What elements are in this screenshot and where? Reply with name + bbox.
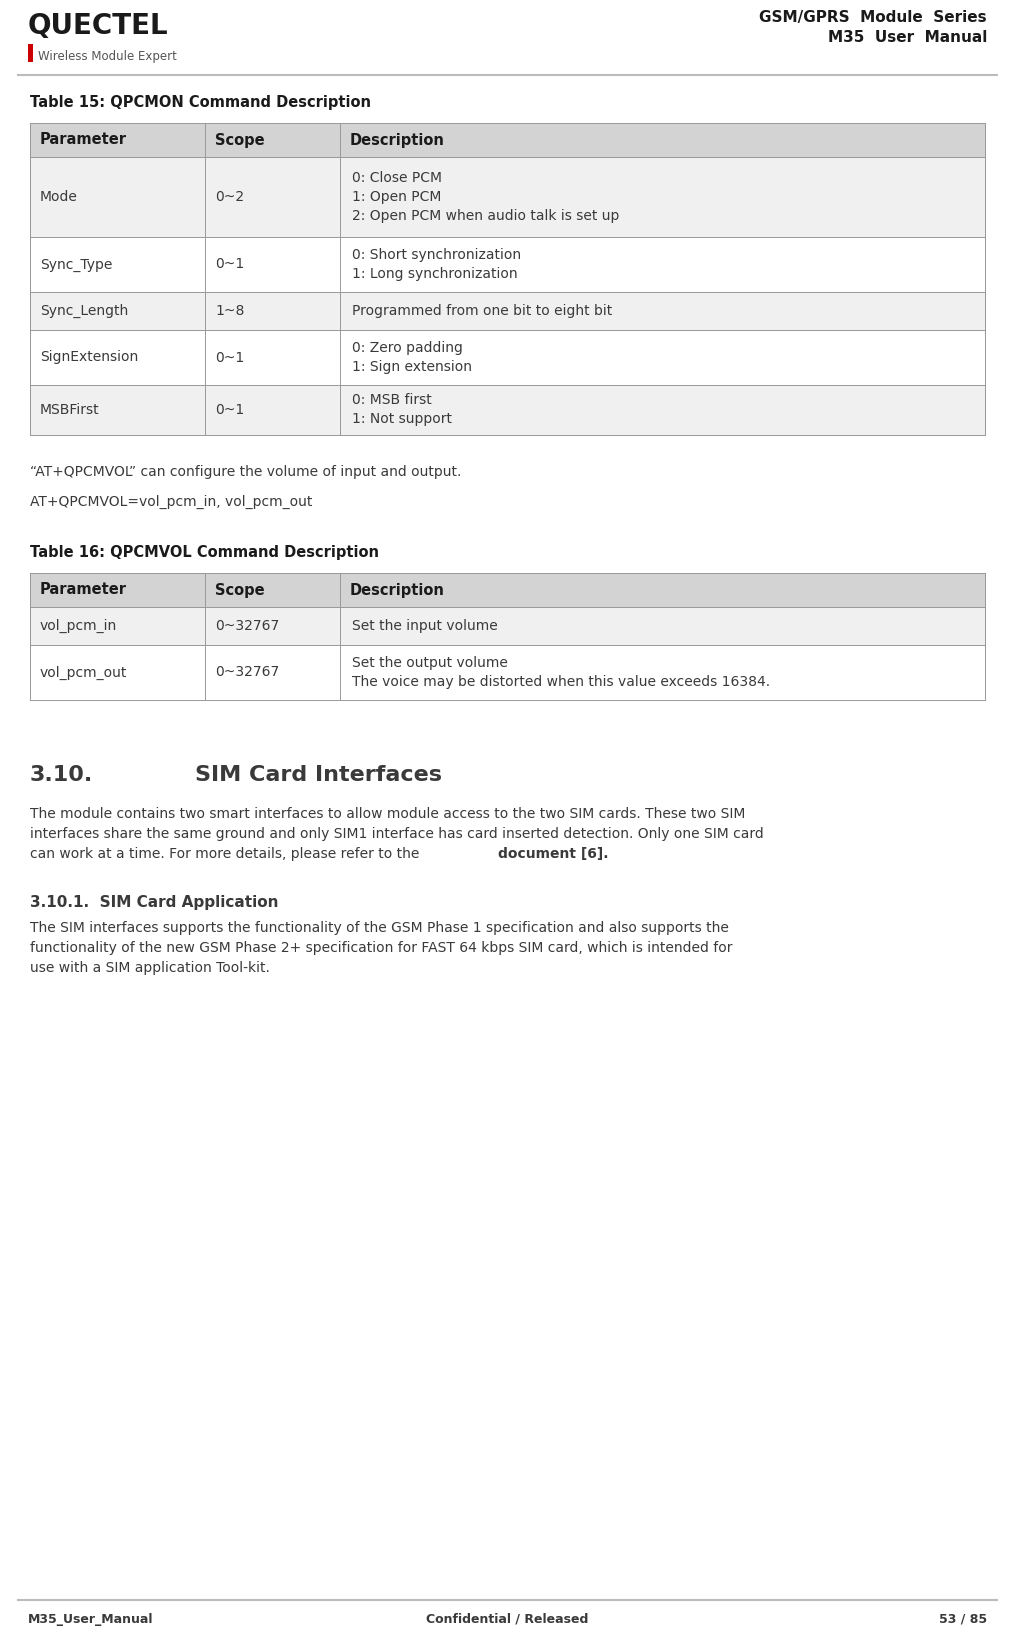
Text: The voice may be distorted when this value exceeds 16384.: The voice may be distorted when this val… (352, 675, 770, 690)
Text: The module contains two smart interfaces to allow module access to the two SIM c: The module contains two smart interfaces… (30, 808, 745, 821)
Text: M35_User_Manual: M35_User_Manual (28, 1613, 153, 1627)
Text: SIM Card Interfaces: SIM Card Interfaces (195, 765, 442, 785)
Text: GSM/GPRS  Module  Series: GSM/GPRS Module Series (759, 10, 987, 25)
Text: Description: Description (350, 133, 445, 147)
Text: 1: Sign extension: 1: Sign extension (352, 360, 472, 373)
Text: 3.10.1.  SIM Card Application: 3.10.1. SIM Card Application (30, 894, 278, 911)
Text: 0: MSB first: 0: MSB first (352, 393, 431, 408)
Text: 2: Open PCM when audio talk is set up: 2: Open PCM when audio talk is set up (352, 210, 619, 223)
Text: 3.10.: 3.10. (30, 765, 93, 785)
Text: Table 16: QPCMVOL Command Description: Table 16: QPCMVOL Command Description (30, 545, 379, 560)
Bar (30, 608, 985, 645)
Text: document [6].: document [6]. (498, 847, 609, 862)
Text: 0~2: 0~2 (215, 190, 245, 205)
Text: Confidential / Released: Confidential / Released (426, 1613, 588, 1627)
Text: QUECTEL: QUECTEL (28, 11, 168, 39)
Text: vol_pcm_out: vol_pcm_out (40, 665, 127, 680)
Text: Parameter: Parameter (40, 583, 127, 598)
Text: Scope: Scope (215, 133, 265, 147)
Text: can work at a time. For more details, please refer to the: can work at a time. For more details, pl… (30, 847, 423, 862)
Text: Set the output volume: Set the output volume (352, 655, 508, 670)
Text: vol_pcm_in: vol_pcm_in (40, 619, 118, 632)
Text: 0~1: 0~1 (215, 257, 245, 272)
Text: functionality of the new GSM Phase 2+ specification for FAST 64 kbps SIM card, w: functionality of the new GSM Phase 2+ sp… (30, 940, 733, 955)
Text: M35  User  Manual: M35 User Manual (827, 29, 987, 44)
Bar (30, 157, 985, 238)
Text: 53 / 85: 53 / 85 (939, 1613, 987, 1627)
Bar (30, 292, 985, 329)
Bar (30, 329, 985, 385)
Text: 0~32767: 0~32767 (215, 619, 279, 632)
Text: “AT+QPCMVOL” can configure the volume of input and output.: “AT+QPCMVOL” can configure the volume of… (30, 465, 462, 478)
Text: SignExtension: SignExtension (40, 351, 138, 365)
Text: Scope: Scope (215, 583, 265, 598)
Bar (30, 385, 985, 436)
Text: AT+QPCMVOL=vol_pcm_in, vol_pcm_out: AT+QPCMVOL=vol_pcm_in, vol_pcm_out (30, 495, 313, 509)
Text: Mode: Mode (40, 190, 78, 205)
Text: 1: Open PCM: 1: Open PCM (352, 190, 442, 205)
Text: Sync_Type: Sync_Type (40, 257, 113, 272)
Bar (30, 123, 985, 157)
Text: 1~8: 1~8 (215, 305, 245, 318)
Bar (28, 44, 33, 62)
Text: Wireless Module Expert: Wireless Module Expert (38, 51, 177, 62)
Bar (30, 238, 985, 292)
Text: Programmed from one bit to eight bit: Programmed from one bit to eight bit (352, 305, 612, 318)
Text: use with a SIM application Tool-kit.: use with a SIM application Tool-kit. (30, 962, 270, 975)
Bar (30, 573, 985, 608)
Text: MSBFirst: MSBFirst (40, 403, 99, 418)
Text: 0: Zero padding: 0: Zero padding (352, 341, 463, 355)
Bar (30, 645, 985, 699)
Text: 1: Not support: 1: Not support (352, 413, 452, 426)
Text: 1: Long synchronization: 1: Long synchronization (352, 267, 518, 282)
Text: Description: Description (350, 583, 445, 598)
Text: The SIM interfaces supports the functionality of the GSM Phase 1 specification a: The SIM interfaces supports the function… (30, 921, 729, 935)
Text: 0~1: 0~1 (215, 403, 245, 418)
Text: interfaces share the same ground and only SIM1 interface has card inserted detec: interfaces share the same ground and onl… (30, 827, 763, 840)
Text: Table 15: QPCMON Command Description: Table 15: QPCMON Command Description (30, 95, 371, 110)
Text: Set the input volume: Set the input volume (352, 619, 497, 632)
Text: 0~1: 0~1 (215, 351, 245, 365)
Text: Parameter: Parameter (40, 133, 127, 147)
Text: 0: Short synchronization: 0: Short synchronization (352, 247, 521, 262)
Text: 0~32767: 0~32767 (215, 665, 279, 680)
Text: 0: Close PCM: 0: Close PCM (352, 170, 442, 185)
Text: Sync_Length: Sync_Length (40, 305, 128, 318)
